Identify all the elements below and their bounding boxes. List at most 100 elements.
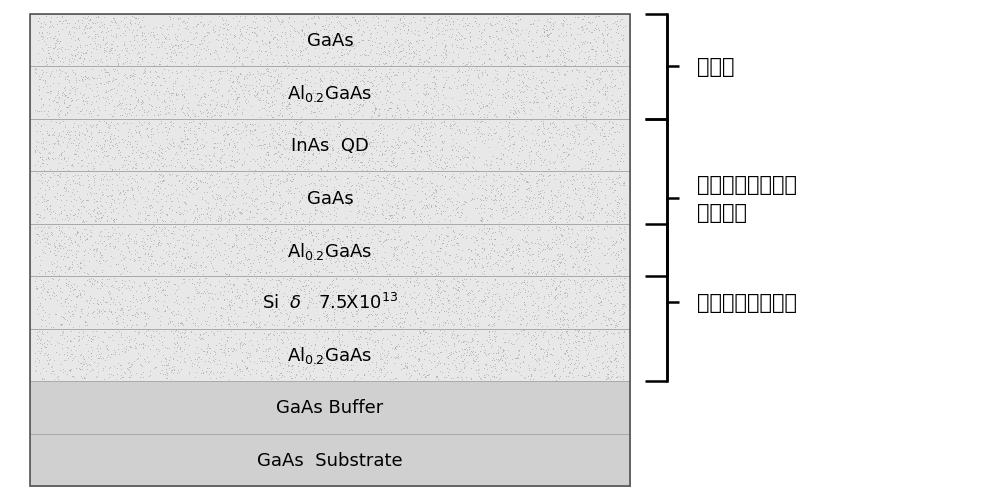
Point [395,53,411,61]
Point [580,142,596,150]
Point [450,298,466,306]
Point [531,343,547,351]
Point [528,148,544,156]
Point [206,303,222,311]
Point [364,337,380,345]
Point [128,129,144,137]
Point [449,69,465,77]
Point [489,114,505,122]
Point [116,106,132,114]
Point [413,197,429,205]
Point [419,126,435,134]
Point [419,25,435,33]
Point [455,82,471,90]
Point [560,364,576,372]
Point [428,33,444,41]
Point [507,208,523,216]
Point [190,238,206,246]
Point [144,247,160,256]
Point [343,290,359,298]
Point [72,351,88,359]
Point [411,371,427,379]
Point [83,123,99,131]
Bar [30,381,630,434]
Point [289,102,305,110]
Point [457,362,473,370]
Point [38,146,54,154]
Point [470,84,486,92]
Point [486,242,502,250]
Point [209,250,225,259]
Point [333,131,349,139]
Point [414,343,430,351]
Point [67,270,83,278]
Point [164,366,180,374]
Point [495,91,511,99]
Point [60,104,76,112]
Point [190,323,206,331]
Point [457,96,473,104]
Point [330,249,346,258]
Point [353,89,369,97]
Point [537,327,553,335]
Point [493,154,509,162]
Point [154,173,170,181]
Point [453,45,469,53]
Point [510,185,526,193]
Point [118,285,134,293]
Point [189,215,205,223]
Point [416,139,432,147]
Point [284,52,300,60]
Point [242,352,258,360]
Point [355,97,371,105]
Point [36,285,52,293]
Point [581,20,597,28]
Point [285,318,301,326]
Point [542,216,558,224]
Point [464,110,480,118]
Point [390,198,406,206]
Point [364,89,380,97]
Point [126,175,142,183]
Point [203,72,219,80]
Point [188,259,204,267]
Point [349,203,365,211]
Point [518,142,534,150]
Point [228,85,244,93]
Point [146,34,162,42]
Point [199,348,215,356]
Point [266,297,282,305]
Point [516,353,532,361]
Point [86,280,102,288]
Point [74,76,90,84]
Point [374,78,390,86]
Point [96,47,112,55]
Point [376,61,392,69]
Point [430,271,446,279]
Point [577,49,593,57]
Point [361,27,377,35]
Point [150,288,166,296]
Point [424,298,440,306]
Point [382,311,398,319]
Point [181,188,197,196]
Point [530,247,546,256]
Point [73,52,89,60]
Point [268,302,284,310]
Point [229,289,245,297]
Point [85,20,101,28]
Point [138,125,154,133]
Point [191,102,207,110]
Point [453,267,469,275]
Point [379,80,395,88]
Point [518,178,534,186]
Point [53,196,69,204]
Point [579,355,595,363]
Point [164,23,180,31]
Point [461,257,477,265]
Point [364,312,380,320]
Point [109,317,125,325]
Point [275,178,291,186]
Point [402,321,418,329]
Point [203,246,219,255]
